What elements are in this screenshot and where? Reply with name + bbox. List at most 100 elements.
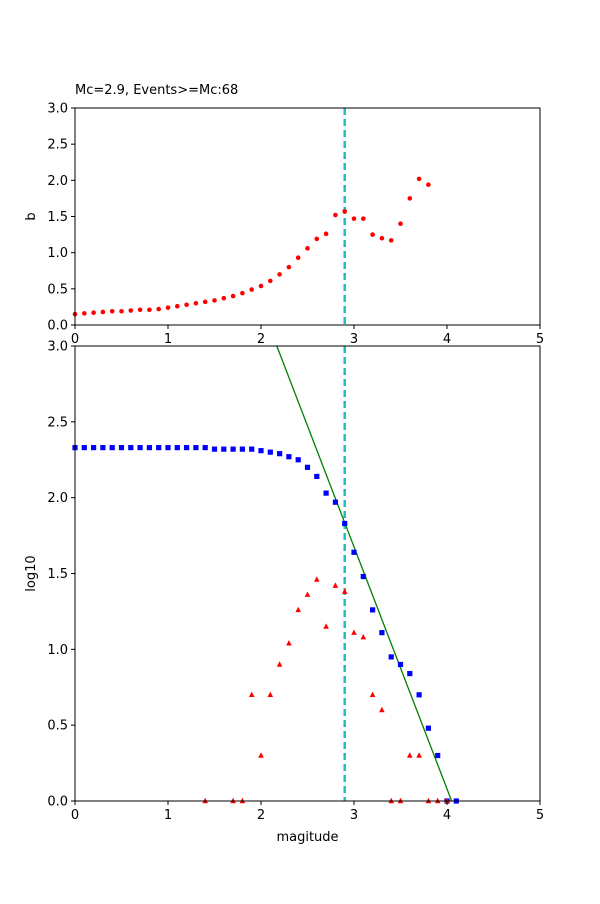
data-point (137, 307, 143, 313)
data-point (277, 272, 282, 277)
data-point (314, 473, 320, 480)
data-point (230, 293, 236, 299)
data-point (379, 235, 385, 241)
data-point (211, 446, 218, 452)
y-axis-label: b (24, 212, 39, 220)
data-point (147, 307, 152, 313)
data-point (379, 630, 385, 636)
y-tick-label: 3.0 (47, 340, 68, 355)
data-point (221, 295, 227, 301)
data-point (249, 287, 254, 292)
data-point (360, 573, 366, 580)
x-tick-label: 4 (443, 808, 451, 823)
data-point (407, 196, 413, 201)
data-point (388, 238, 394, 243)
data-point (369, 691, 376, 698)
data-point (174, 445, 180, 451)
data-point (370, 607, 376, 613)
data-point (165, 445, 171, 451)
data-point (342, 209, 348, 214)
data-point (370, 232, 375, 237)
data-point (398, 221, 403, 227)
data-point (137, 445, 143, 451)
data-point (333, 212, 338, 218)
data-point (314, 576, 320, 582)
data-point (82, 311, 87, 316)
data-point (212, 298, 217, 303)
data-point (258, 448, 264, 454)
data-point (416, 692, 422, 698)
data-point (286, 454, 292, 460)
data-point (351, 549, 357, 555)
plot-area (75, 346, 540, 801)
x-tick-label: 1 (164, 332, 172, 347)
data-point (109, 445, 115, 451)
data-point (230, 446, 236, 452)
data-point (397, 661, 404, 668)
y-axis-label: log10 (24, 555, 39, 591)
data-point (341, 588, 348, 594)
data-point (91, 310, 96, 316)
marker-layer (72, 176, 431, 317)
data-point (323, 490, 329, 496)
y-tick-label: 1.0 (47, 643, 68, 658)
data-point (156, 306, 161, 312)
data-point (332, 582, 339, 588)
data-point (388, 654, 394, 660)
data-point (416, 176, 422, 182)
data-point (407, 752, 413, 758)
data-point (248, 691, 255, 698)
data-point (295, 255, 301, 261)
x-tick-label: 0 (71, 332, 79, 347)
x-tick-label: 3 (350, 332, 358, 347)
x-tick-label: 1 (164, 808, 172, 823)
y-tick-label: 0.0 (47, 795, 68, 810)
data-point (193, 301, 199, 306)
data-point (165, 305, 171, 310)
data-point (128, 445, 134, 451)
data-point (268, 278, 273, 284)
data-point (146, 445, 152, 451)
data-point (267, 691, 274, 698)
y-tick-label: 2.5 (47, 415, 68, 430)
data-point (304, 464, 311, 470)
data-point (407, 671, 413, 677)
data-point (277, 451, 283, 457)
data-point (305, 246, 310, 251)
y-tick-label: 1.5 (47, 210, 68, 225)
data-point (175, 303, 180, 309)
data-point (193, 445, 199, 451)
data-point (314, 236, 320, 242)
data-point (109, 308, 115, 314)
x-tick-label: 3 (350, 808, 358, 823)
data-point (304, 591, 311, 597)
data-point (426, 182, 431, 187)
x-tick-label: 0 (71, 808, 79, 823)
y-tick-label: 0.0 (47, 319, 68, 334)
data-point (91, 445, 97, 451)
data-point (425, 725, 431, 731)
x-tick-label: 2 (257, 808, 265, 823)
data-point (156, 445, 162, 451)
y-tick-label: 1.5 (47, 567, 68, 582)
fit-line (276, 346, 453, 801)
data-point (342, 520, 348, 527)
y-tick-label: 2.0 (47, 174, 68, 189)
data-point (323, 231, 329, 237)
y-tick-label: 0.5 (47, 719, 68, 734)
data-point (258, 283, 264, 289)
chart-title: Mc=2.9, Events>=Mc:68 (75, 83, 238, 98)
data-point (119, 308, 124, 314)
data-point (379, 706, 385, 713)
b-value-panel: 0 1 2 3 4 5 0.0 0.5 1.0 1.5 2.0 2.5 3.0 Mc=2.9, Event… (24, 83, 544, 347)
data-point (361, 216, 366, 221)
data-point (295, 457, 301, 463)
y-tick-label: 1.0 (47, 246, 68, 261)
data-point (100, 309, 106, 315)
data-point (258, 752, 264, 758)
x-axis-label: magitude (276, 830, 338, 845)
data-point (351, 216, 357, 221)
plot-area (75, 108, 540, 325)
data-point (81, 445, 87, 451)
y-tick-label: 2.5 (47, 138, 68, 153)
